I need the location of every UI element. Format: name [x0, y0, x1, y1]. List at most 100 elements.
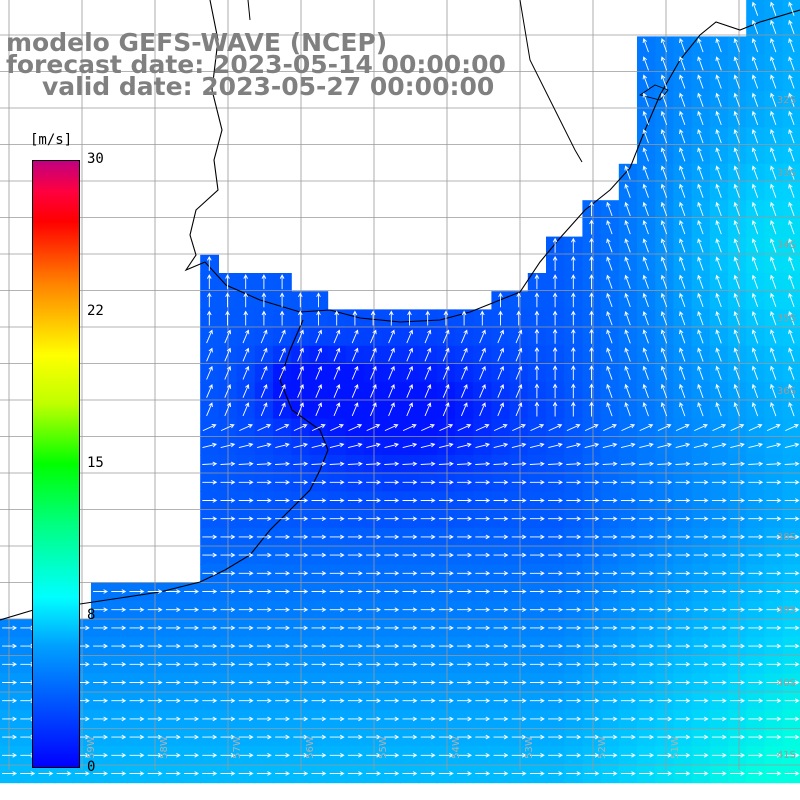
wind-arrow: [733, 110, 740, 126]
wind-arrow: [311, 716, 327, 722]
wind-arrow: [534, 365, 540, 381]
wind-arrow: [457, 442, 472, 449]
title-forecast-date: forecast date: 2023-05-14 00:00:00: [6, 50, 506, 79]
wind-arrow: [384, 716, 400, 722]
wind-arrow: [679, 274, 686, 289]
wind-arrow: [475, 771, 491, 776]
wind-arrow: [184, 680, 200, 685]
wind-arrow: [657, 680, 673, 685]
wind-arrow: [406, 365, 414, 380]
wind-arrow: [660, 129, 668, 144]
wind-arrow: [369, 384, 377, 398]
wind-arrow: [571, 255, 576, 271]
wind-arrow: [602, 643, 618, 649]
wind-arrow: [329, 498, 345, 503]
wind-arrow: [347, 498, 363, 503]
wind-arrow: [479, 329, 486, 344]
wind-arrow: [770, 383, 777, 399]
wind-arrow: [566, 424, 581, 432]
wind-arrow: [566, 625, 582, 631]
wind-arrow: [260, 347, 268, 362]
wind-arrow: [620, 480, 636, 485]
wind-arrow: [657, 516, 673, 521]
wind-arrow: [620, 662, 636, 667]
wind-arrow: [584, 552, 600, 558]
wind-arrow: [420, 498, 436, 503]
wind-arrow: [238, 753, 254, 758]
wind-arrow: [711, 589, 727, 594]
lon-label: 55W: [377, 736, 389, 759]
wind-arrow: [439, 424, 454, 432]
wind-arrow: [220, 662, 236, 667]
wind-arrow: [402, 680, 418, 685]
wind-arrow: [548, 442, 563, 449]
wind-arrow: [293, 552, 309, 558]
wind-arrow: [620, 734, 636, 740]
wind-arrow: [657, 461, 673, 467]
wind-arrow: [402, 589, 418, 594]
wind-arrow: [715, 238, 722, 253]
wind-arrow: [693, 552, 709, 558]
wind-arrow: [493, 461, 509, 467]
wind-arrow: [388, 365, 395, 380]
wind-arrow: [784, 625, 800, 631]
wind-arrow: [2, 662, 18, 667]
wind-arrow: [660, 92, 668, 107]
wind-arrow: [311, 534, 327, 540]
wind-arrow: [584, 625, 600, 631]
wind-cell: [782, 72, 800, 92]
wind-arrow: [366, 571, 382, 576]
wind-arrow: [730, 516, 746, 521]
wind-arrow: [438, 552, 454, 558]
wind-arrow: [657, 552, 673, 558]
wind-cell: [782, 345, 800, 365]
wind-arrow: [529, 662, 545, 667]
wind-arrow: [402, 662, 418, 667]
wind-arrow: [602, 498, 618, 503]
wind-arrow: [239, 424, 253, 432]
wind-arrow: [475, 662, 491, 667]
wind-arrow: [257, 424, 272, 432]
wind-arrow: [278, 365, 286, 380]
wind-arrow: [639, 771, 655, 776]
wind-arrow: [584, 716, 600, 722]
wind-arrow: [206, 365, 213, 380]
wind-arrow: [165, 771, 181, 776]
wind-arrow: [420, 461, 436, 467]
wind-arrow: [129, 607, 145, 612]
wind-arrow: [129, 662, 145, 667]
wind-arrow: [620, 625, 636, 631]
wind-arrow: [566, 698, 582, 703]
wind-arrow: [93, 643, 109, 649]
wind-arrow: [111, 643, 127, 649]
wind-arrow: [788, 311, 795, 326]
wind-arrow: [147, 589, 163, 594]
wind-arrow: [784, 607, 800, 612]
wind-arrow: [529, 607, 545, 612]
wind-arrow: [402, 534, 418, 540]
wind-arrow: [552, 365, 558, 381]
wind-arrow: [730, 442, 745, 449]
wind-arrow: [548, 625, 564, 631]
wind-arrow: [697, 147, 704, 162]
wind-arrow: [642, 183, 649, 198]
wind-arrow: [366, 698, 382, 703]
wind-arrow: [639, 716, 655, 722]
wind-arrow: [275, 589, 291, 594]
wind-arrow: [475, 498, 491, 503]
wind-cell: [782, 36, 800, 56]
wind-arrow: [571, 346, 576, 362]
wind-arrow: [351, 329, 359, 344]
wind-arrow: [693, 771, 709, 776]
wind-arrow: [534, 310, 540, 326]
wind-arrow: [748, 498, 764, 503]
wind-arrow: [697, 274, 704, 289]
wind-arrow: [675, 589, 691, 594]
wind-arrow: [788, 129, 795, 144]
wind-arrow: [497, 329, 505, 344]
wind-arrow: [660, 329, 668, 344]
wind-arrow: [202, 771, 218, 776]
wind-arrow: [238, 516, 254, 521]
wind-arrow: [457, 698, 473, 703]
wind-arrow: [788, 38, 795, 53]
